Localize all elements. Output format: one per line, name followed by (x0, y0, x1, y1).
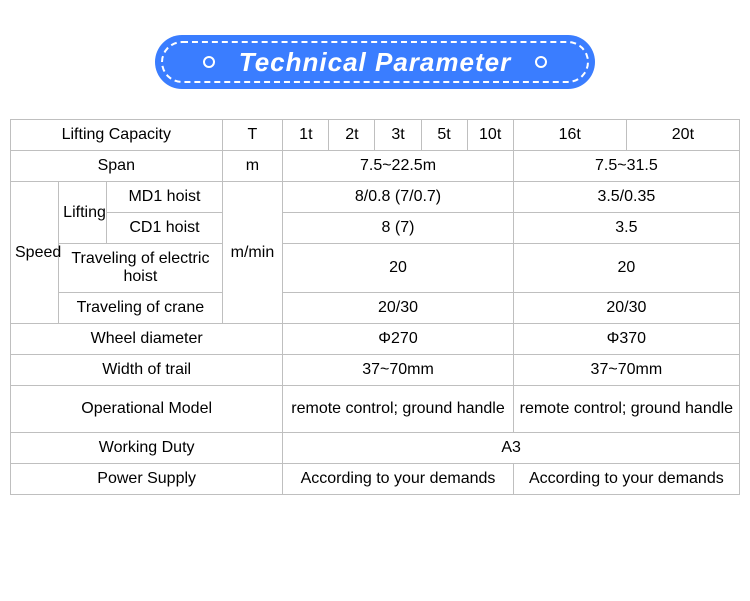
cell-val: 8 (7) (283, 213, 513, 244)
table-row: Traveling of crane 20/30 20/30 (11, 293, 740, 324)
cell-val: 7.5~22.5m (283, 151, 513, 182)
cell-label: Span (11, 151, 223, 182)
cell-unit: T (222, 120, 283, 151)
cell-label: Lifting Capacity (11, 120, 223, 151)
table-row: Traveling of electric hoist 20 20 (11, 244, 740, 293)
cell-unit: m (222, 151, 283, 182)
cell-label: Speed (11, 182, 59, 324)
spec-table-wrap: Lifting Capacity T 1t 2t 3t 5t 10t 16t 2… (0, 119, 750, 495)
dot-icon (203, 56, 215, 68)
table-row: Span m 7.5~22.5m 7.5~31.5 (11, 151, 740, 182)
cell-label: Traveling of crane (59, 293, 222, 324)
cell-val: 7.5~31.5 (513, 151, 739, 182)
table-row: Lifting Capacity T 1t 2t 3t 5t 10t 16t 2… (11, 120, 740, 151)
cell-val: 37~70mm (513, 355, 739, 386)
cell-val: 3.5 (513, 213, 739, 244)
cell-label: Working Duty (11, 433, 283, 464)
cell-label: Width of trail (11, 355, 283, 386)
spec-table: Lifting Capacity T 1t 2t 3t 5t 10t 16t 2… (10, 119, 740, 495)
cell-val: 10t (467, 120, 513, 151)
cell-val: 20t (626, 120, 739, 151)
cell-val: 20/30 (283, 293, 513, 324)
cell-val: According to your demands (513, 464, 739, 495)
table-row: Width of trail 37~70mm 37~70mm (11, 355, 740, 386)
cell-label: Wheel diameter (11, 324, 283, 355)
cell-val: According to your demands (283, 464, 513, 495)
cell-val: 3.5/0.35 (513, 182, 739, 213)
cell-label: Operational Model (11, 386, 283, 433)
cell-label: MD1 hoist (107, 182, 222, 213)
cell-val: 1t (283, 120, 329, 151)
cell-val: remote control; ground handle (513, 386, 739, 433)
cell-val: A3 (283, 433, 740, 464)
cell-val: Φ370 (513, 324, 739, 355)
cell-val: 2t (329, 120, 375, 151)
cell-val: 16t (513, 120, 626, 151)
cell-val: 8/0.8 (7/0.7) (283, 182, 513, 213)
cell-label: Power Supply (11, 464, 283, 495)
table-row: Wheel diameter Φ270 Φ370 (11, 324, 740, 355)
title-banner: Technical Parameter (155, 35, 595, 89)
cell-val: 20/30 (513, 293, 739, 324)
table-row: CD1 hoist 8 (7) 3.5 (11, 213, 740, 244)
table-row: Working Duty A3 (11, 433, 740, 464)
cell-label: Traveling of electric hoist (59, 244, 222, 293)
cell-val: 3t (375, 120, 421, 151)
cell-val: Φ270 (283, 324, 513, 355)
cell-val: remote control; ground handle (283, 386, 513, 433)
cell-label: CD1 hoist (107, 213, 222, 244)
table-row: Speed Lifting MD1 hoist m/min 8/0.8 (7/0… (11, 182, 740, 213)
cell-val: 37~70mm (283, 355, 513, 386)
cell-label: Lifting (59, 182, 107, 244)
cell-val: 20 (283, 244, 513, 293)
dot-icon (535, 56, 547, 68)
table-row: Power Supply According to your demands A… (11, 464, 740, 495)
cell-unit: m/min (222, 182, 283, 324)
table-row: Operational Model remote control; ground… (11, 386, 740, 433)
cell-val: 20 (513, 244, 739, 293)
banner-title: Technical Parameter (239, 47, 511, 78)
cell-val: 5t (421, 120, 467, 151)
